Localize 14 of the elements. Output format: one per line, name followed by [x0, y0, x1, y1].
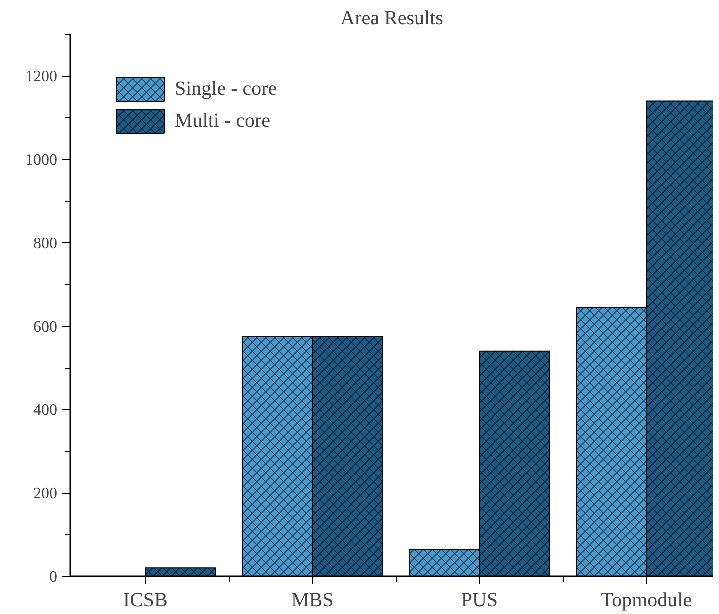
x-tick-label: PUS — [461, 590, 498, 612]
x-tick-label: ICSB — [123, 590, 168, 612]
y-tick-label: 400 — [34, 402, 58, 420]
x-tick-label: Topmodule — [601, 590, 692, 612]
x-tick-label: MBS — [292, 590, 334, 612]
y-tick-label: 200 — [34, 486, 58, 503]
y-tick-label: 600 — [34, 318, 58, 336]
legend-label: Multi - core — [175, 110, 271, 132]
y-tick-label: 1000 — [26, 152, 58, 170]
y-tick-label: 1200 — [26, 68, 58, 86]
y-tick-label: 800 — [34, 235, 58, 252]
legend-label: Single - core — [175, 78, 278, 100]
y-tick-label: 0 — [50, 569, 58, 586]
chart-title: Area Results — [340, 8, 444, 30]
